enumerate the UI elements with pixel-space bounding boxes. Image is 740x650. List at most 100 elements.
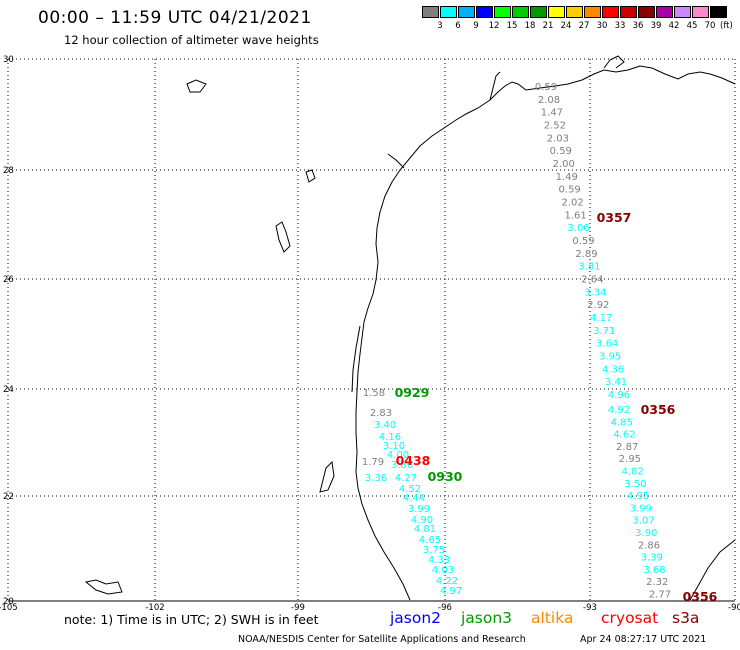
legend-tick-label: 30 [596,21,608,31]
legend-tick-label: 18 [524,21,536,31]
legend-swatch [656,6,673,18]
legend-unit: (ft) [720,21,733,31]
wave-height-value: 2.95 [619,454,641,465]
legend-swatch [584,6,601,18]
wave-height-value: 2.00 [553,159,575,170]
legend-swatch [566,6,583,18]
map-subtitle: 12 hour collection of altimeter wave hei… [64,33,319,47]
pass-time-label: 0357 [597,210,632,225]
lat-label: 20 [3,597,14,607]
wave-height-value: 3.68 [643,565,665,576]
wave-height-value: 0.59 [572,236,594,247]
legend-tick-label: 24 [560,21,572,31]
pass-time-label: 0356 [683,589,718,604]
wave-height-value: 4.00 [387,450,409,461]
wave-height-value: 3.36 [365,473,387,484]
legend-swatch [710,6,727,18]
legend-tick-label: 42 [668,21,680,31]
wave-height-value: 4.82 [622,467,644,478]
wave-height-value: 4.85 [611,417,633,428]
wave-height-value: 3.07 [632,516,654,527]
legend-swatch [602,6,619,18]
wave-height-value: 1.79 [362,457,384,468]
lon-label: -93 [583,603,597,613]
inland-lake-3 [305,169,316,183]
wave-height-value: 3.99 [630,503,652,514]
lat-label: 22 [3,492,14,502]
lon-label: -96 [438,603,452,613]
river-segment [489,71,501,101]
gulf-coastline [355,65,736,601]
legend-tick-label: 70 [704,21,716,31]
wave-height-value: 0.59 [559,185,581,196]
legend-tick-label: 45 [686,21,698,31]
wave-height-value: 2.02 [561,197,583,208]
legend-tick-label: 3 [437,21,443,31]
yucatan-coast [689,539,736,601]
lat-label: 28 [3,166,14,176]
wave-height-value: 4.17 [590,313,612,324]
legend-swatch [548,6,565,18]
legend-tick-label: 12 [488,21,500,31]
wave-height-value: 3.90 [635,528,657,539]
wave-height-value: 2.32 [646,577,668,588]
inland-lake-1 [186,79,207,93]
wave-height-value: 4.52 [399,484,421,495]
wave-height-value: 2.86 [638,540,660,551]
map-title: 00:00 – 11:59 UTC 04/21/2021 [38,8,312,28]
wave-height-value: 4.62 [613,430,635,441]
legend-swatch [476,6,493,18]
pass-time-label: 0438 [396,453,431,468]
legend-tick-label: 9 [473,21,479,31]
wave-height-value: 4.81 [414,524,436,535]
lat-label: 24 [3,385,14,395]
wave-height-value: 3.64 [596,339,618,350]
wave-height-value: 3.95 [599,351,621,362]
wave-height-value: 3.50 [624,479,646,490]
legend-tick-label: 33 [614,21,626,31]
barrier-island [351,325,361,393]
wave-height-value: 4.44 [403,493,425,504]
legend-swatch [512,6,529,18]
wave-height-value: 2.83 [370,408,392,419]
wave-height-value: 3.06 [567,223,589,234]
inland-lake-4 [319,460,335,493]
inland-lake-2 [275,221,291,253]
wave-height-value: 4.27 [395,473,417,484]
satellite-cryosat: cryosat [601,609,659,627]
legend-swatch [494,6,511,18]
legend-swatch [674,6,691,18]
wave-height-value: 4.96 [608,390,630,401]
wave-height-value: 4.16 [379,432,401,443]
lat-label: 30 [3,55,14,65]
wave-height-value: 4.97 [440,586,462,597]
island-cuba-west [84,579,123,595]
wave-height-value: 3.81 [578,262,600,273]
satellite-altika: altika [531,609,574,627]
coastline [84,55,736,601]
legend-swatch [422,6,439,18]
wave-height-value: 2.64 [581,274,603,285]
wave-height-value: 1.58 [363,388,385,399]
color-legend: 3 6 9 12 15 18 21 24 27 30 33 36 39 42 45 70 (ft) [422,6,733,34]
wave-height-value: 4.33 [428,555,450,566]
wave-height-value: 4.92 [608,405,630,416]
wave-height-value: 3.41 [605,377,627,388]
generated-timestamp: Apr 24 08:27:17 UTC 2021 [580,634,707,645]
altimeter-tracks: 0.592.081.472.522.030.592.001.490.592.02… [362,82,671,601]
river-mouth [387,153,405,169]
wave-height-value: 3.39 [641,553,663,564]
lon-label: -102 [145,603,164,613]
wave-height-value: 0.59 [535,82,557,93]
wave-height-value: 2.77 [649,590,671,601]
legend-swatch [530,6,547,18]
wave-height-value: 2.08 [538,95,560,106]
satellite-jason3: jason3 [461,609,513,627]
satellite-s3a: s3a [672,609,700,627]
legend-tick-label: 39 [650,21,662,31]
wave-height-value: 0.59 [550,146,572,157]
pass-time-label: 0930 [428,469,463,484]
legend-swatch [620,6,637,18]
